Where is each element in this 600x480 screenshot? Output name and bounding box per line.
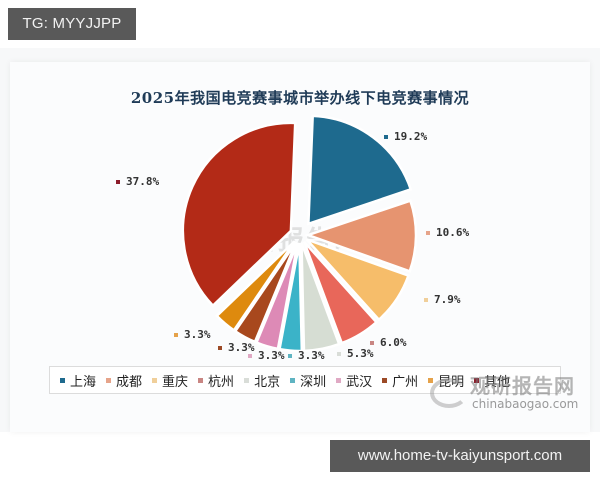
chart-legend: 上海 成都 重庆 杭州 北京 深圳 武汉 广州 昆明 其他 <box>49 366 561 394</box>
legend-item: 广州 <box>382 371 418 390</box>
pie-label: 3.3% <box>174 328 211 341</box>
label-marker-icon <box>218 346 222 350</box>
label-marker-icon <box>174 333 178 337</box>
pie-label: 37.8% <box>116 175 159 188</box>
label-marker-icon <box>426 231 430 235</box>
pie-slice-9 <box>215 240 296 333</box>
legend-item: 深圳 <box>290 371 326 390</box>
legend-swatch-icon <box>60 377 65 383</box>
pie-label: 3.3% <box>288 349 325 362</box>
legend-label: 武汉 <box>346 374 373 390</box>
pie-slice-10 <box>181 121 297 308</box>
label-marker-icon <box>248 354 252 358</box>
tg-badge: TG: MYYJJPP <box>8 8 136 40</box>
label-marker-icon <box>370 341 374 345</box>
legend-label: 深圳 <box>300 374 327 390</box>
legend-label: 其他 <box>484 374 511 390</box>
legend-swatch-icon <box>106 377 112 383</box>
pie-label: 3.3% <box>248 349 285 362</box>
pie-slice-7 <box>254 242 299 351</box>
legend-swatch-icon <box>428 377 434 383</box>
label-marker-icon <box>116 180 120 184</box>
watermark-url: chinabaogao.com <box>472 397 579 411</box>
watermark-logo: 观研报告网 chinabaogao.com <box>430 370 590 411</box>
legend-label: 上海 <box>70 374 97 390</box>
label-marker-icon <box>424 298 428 302</box>
legend-item: 北京 <box>244 371 280 390</box>
pie-label: 6.0% <box>370 336 407 349</box>
pie-slice-8 <box>233 241 298 344</box>
legend-item: 武汉 <box>336 371 372 390</box>
label-marker-icon <box>288 354 292 358</box>
legend-label: 重庆 <box>162 374 189 390</box>
legend-swatch-icon <box>198 377 204 383</box>
legend-swatch-icon <box>336 377 342 383</box>
label-marker-icon <box>337 352 341 356</box>
legend-swatch-icon <box>474 377 480 383</box>
pie-slice-2 <box>304 199 418 273</box>
pie-label: 10.6% <box>426 226 469 239</box>
pie-slice-5 <box>300 242 341 353</box>
pie-label: 7.9% <box>424 293 461 306</box>
legend-item: 上海 <box>60 371 96 390</box>
legend-swatch-icon <box>152 377 158 383</box>
pie-slice-3 <box>305 238 411 322</box>
pie-slice-4 <box>302 241 379 345</box>
pie-slice-6 <box>278 242 304 353</box>
legend-item: 重庆 <box>152 371 188 390</box>
legend-item: 其他 <box>474 371 510 390</box>
legend-item: 杭州 <box>198 371 234 390</box>
legend-swatch-icon <box>382 377 388 383</box>
label-marker-icon <box>384 135 388 139</box>
legend-label: 广州 <box>392 374 419 390</box>
legend-item: 成都 <box>106 371 142 390</box>
watermark-logo-icon <box>430 378 468 408</box>
watermark-title: 观研报告网 <box>470 374 575 398</box>
legend-label: 杭州 <box>208 374 235 390</box>
url-badge: www.home-tv-kaiyunsport.com <box>330 440 590 472</box>
pie-label: 5.3% <box>337 347 374 360</box>
pie-label: 3.3% <box>218 341 255 354</box>
legend-label: 北京 <box>254 374 281 390</box>
legend-label: 成都 <box>116 374 143 390</box>
pie-slice-1 <box>307 114 413 226</box>
pie-label: 19.2% <box>384 130 427 143</box>
legend-swatch-icon <box>244 377 250 383</box>
chart-title: 2025年我国电竞赛事城市举办线下电竞赛事情况 <box>130 89 470 107</box>
legend-swatch-icon <box>290 377 296 383</box>
